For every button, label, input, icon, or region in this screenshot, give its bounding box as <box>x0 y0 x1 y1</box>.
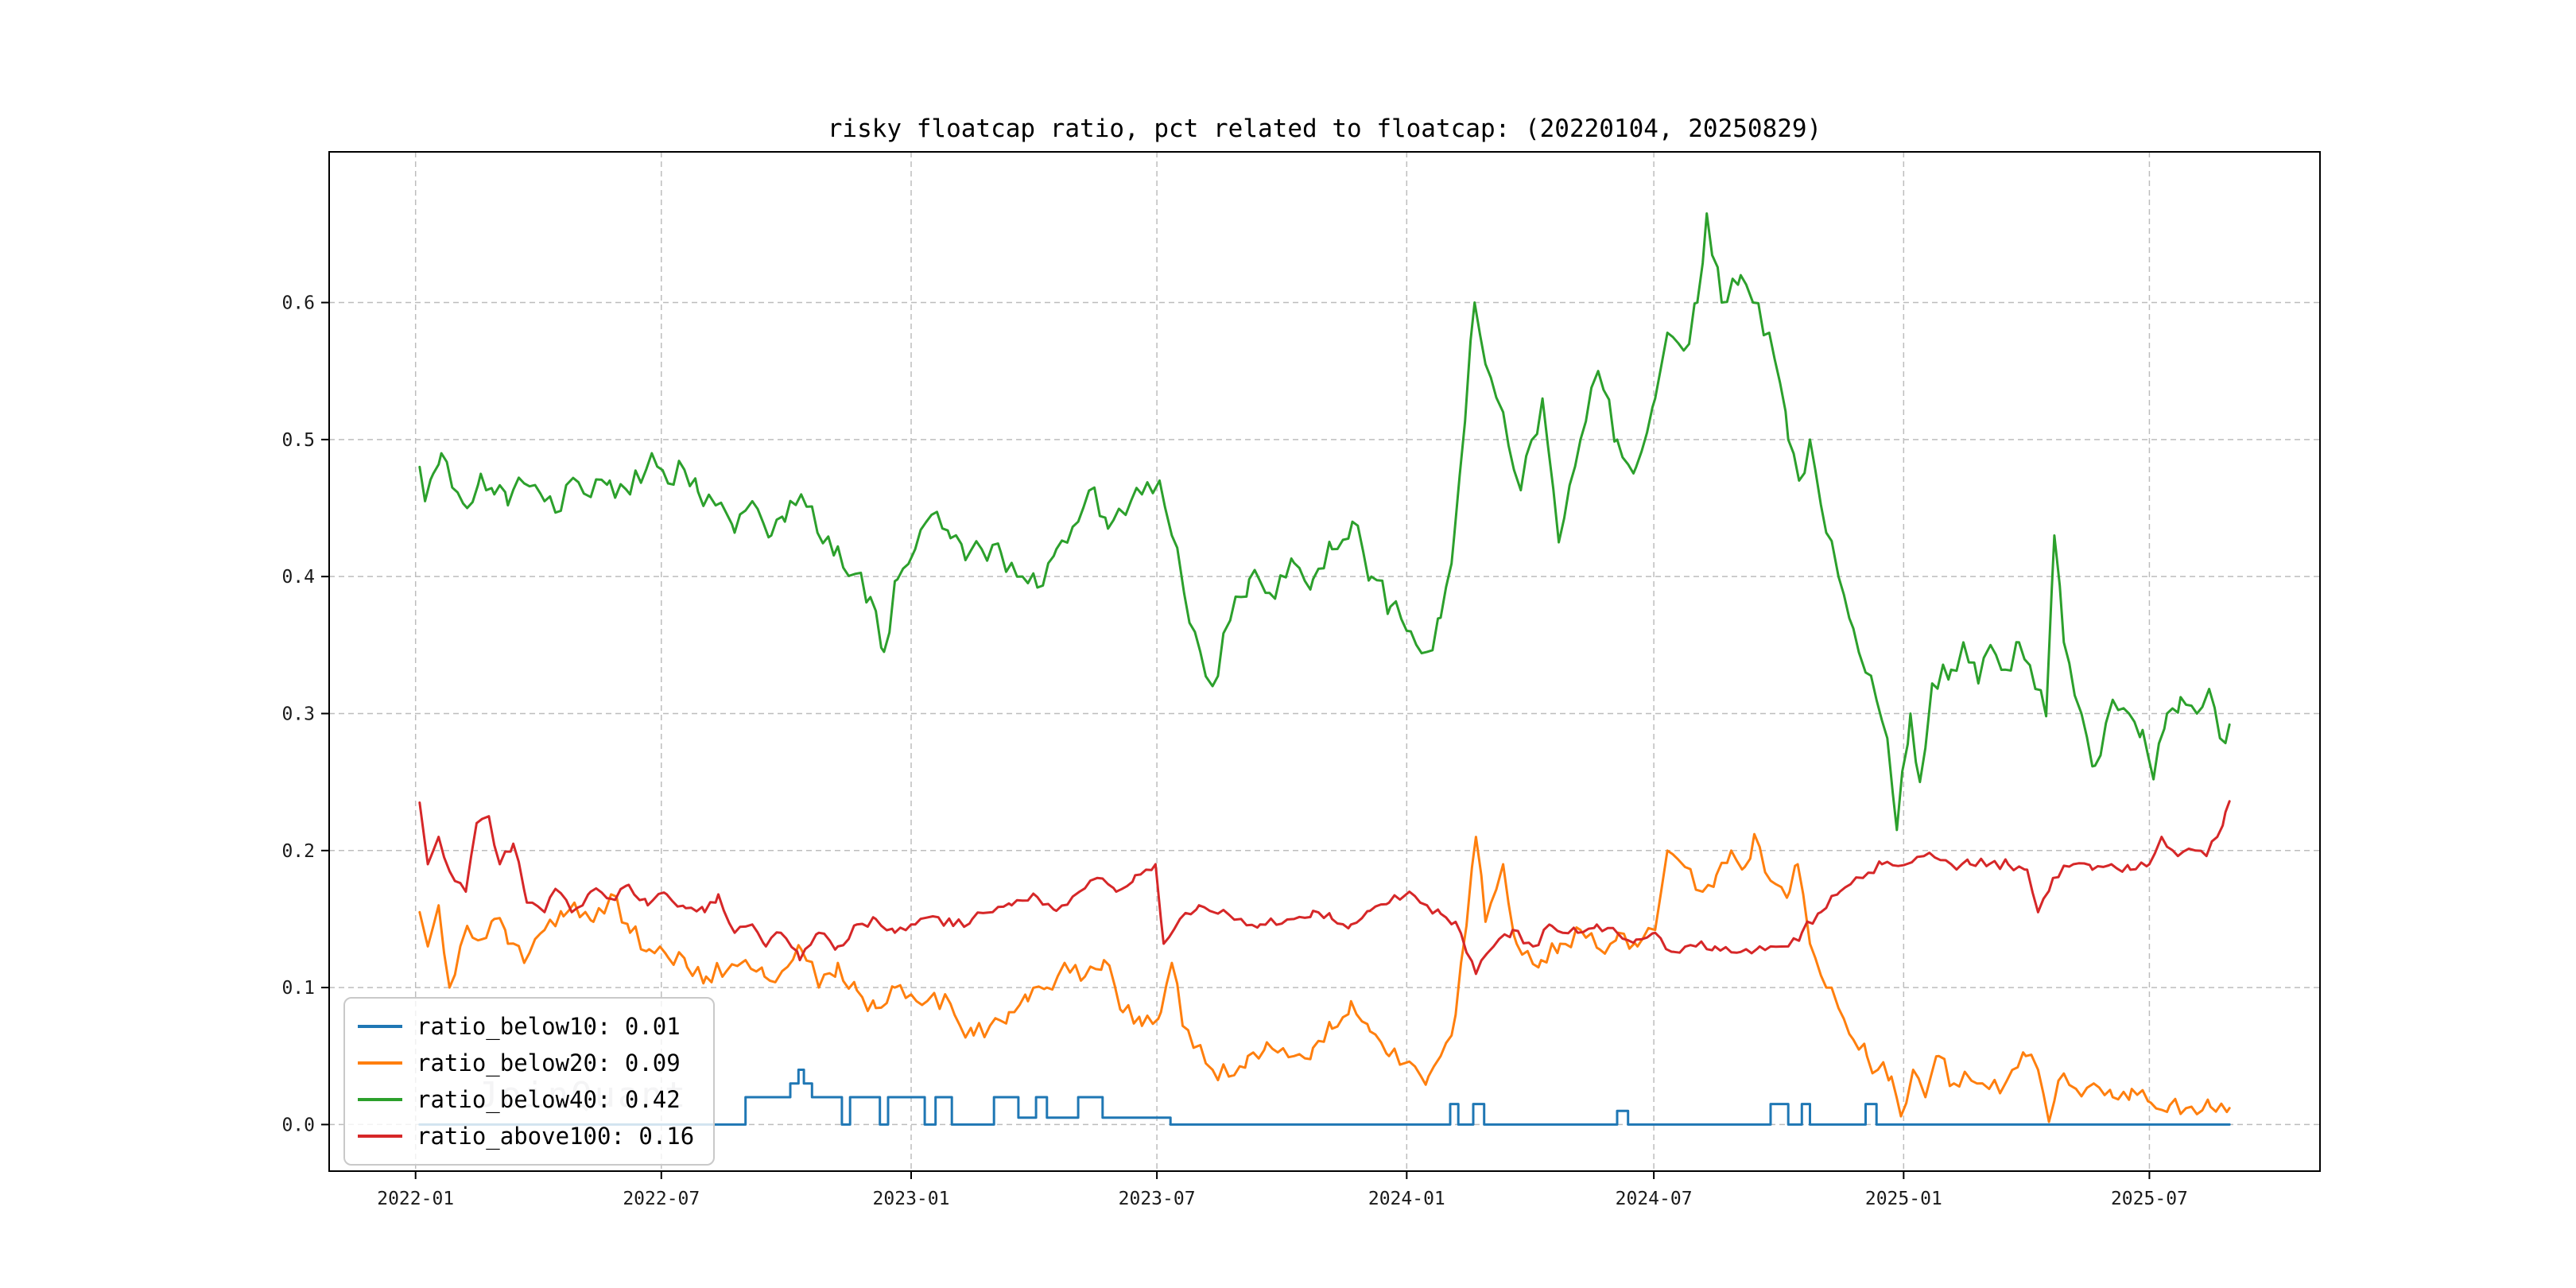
series-line-ratio_above100 <box>418 800 2231 976</box>
legend-item: ratio_above100: 0.16 <box>358 1118 694 1154</box>
legend-item: ratio_below40: 0.42 <box>358 1081 694 1118</box>
legend-label: ratio_below40: 0.42 <box>417 1086 681 1113</box>
series-line-ratio_below40 <box>418 212 2231 832</box>
legend-line-swatch <box>358 1098 402 1101</box>
y-tick-label: 0.2 <box>281 841 315 862</box>
x-tick-label: 2025-07 <box>2111 1189 2188 1209</box>
legend-line-swatch <box>358 1061 402 1065</box>
x-tick-label: 2023-07 <box>1119 1189 1196 1209</box>
tick-marks <box>321 301 2151 1179</box>
legend-label: ratio_below10: 0.01 <box>417 1013 681 1040</box>
legend-label: ratio_above100: 0.16 <box>417 1123 695 1150</box>
legend-line-swatch <box>358 1135 402 1138</box>
series-line-ratio_below20 <box>418 832 2231 1123</box>
y-tick-label: 0.6 <box>281 293 315 314</box>
series-line-ratio_below10 <box>418 1069 2231 1126</box>
legend-item: ratio_below10: 0.01 <box>358 1008 694 1045</box>
axes-box <box>328 151 2321 1172</box>
chart-title: risky floatcap ratio, pct related to flo… <box>827 114 1822 143</box>
legend: ratio_below10: 0.01 ratio_below20: 0.09 … <box>343 997 716 1166</box>
y-tick-label: 0.1 <box>281 978 315 999</box>
x-tick-label: 2022-07 <box>623 1189 700 1209</box>
y-tick-label: 0.0 <box>281 1115 315 1135</box>
x-tick-label: 2023-01 <box>873 1189 950 1209</box>
tick-labels: 0.0 0.1 0.2 0.3 0.4 0.5 0.6 2022-01 2022-07 2023-… <box>281 293 2187 1209</box>
legend-label: ratio_below20: 0.09 <box>417 1049 681 1077</box>
legend-item: ratio_below20: 0.09 <box>358 1045 694 1081</box>
y-tick-label: 0.5 <box>281 430 315 451</box>
x-tick-label: 2022-01 <box>377 1189 454 1209</box>
x-tick-label: 2025-01 <box>1865 1189 1942 1209</box>
x-tick-label: 2024-01 <box>1368 1189 1445 1209</box>
y-tick-label: 0.3 <box>281 704 315 724</box>
x-tick-label: 2024-07 <box>1616 1189 1693 1209</box>
legend-line-swatch <box>358 1025 402 1028</box>
y-tick-label: 0.4 <box>281 567 315 588</box>
